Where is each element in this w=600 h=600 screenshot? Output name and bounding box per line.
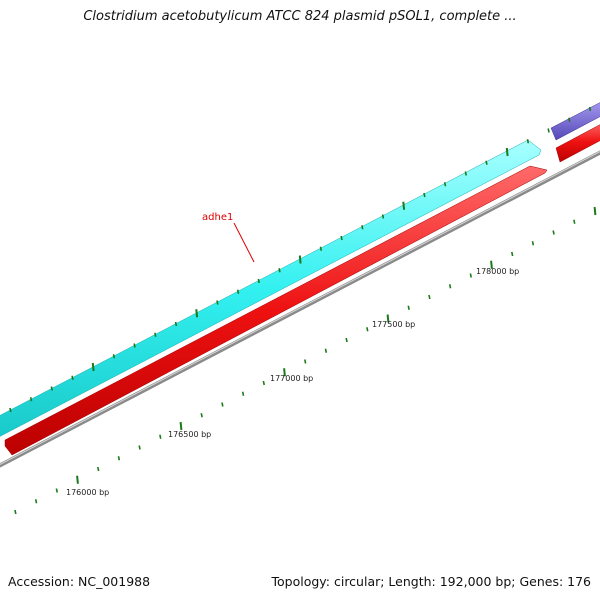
outer-tick-minor [443,182,447,187]
outer-tick-minor [547,128,550,133]
gene-arrow-reverse-adhe1[interactable] [4,165,548,456]
outer-tick-minor [257,278,260,284]
inner-tick-major [179,421,183,431]
outer-tick-minor [485,160,488,165]
inner-tick-minor [138,445,141,450]
inner-tick-minor [34,499,38,504]
outer-tick-minor [361,225,364,230]
reverse-gene-track[interactable] [4,122,600,456]
position-label-176000: 176000 bp [66,488,109,497]
outer-tick-minor [588,106,592,112]
inner-tick-minor [428,294,431,300]
outer-tick-minor [278,268,281,273]
inner-tick-minor [304,359,307,364]
inner-tick-minor [221,402,224,407]
inner-tick-major [386,314,390,323]
outer-tick-major [298,255,302,264]
outer-tick-minor [319,246,323,251]
inner-tick-minor [324,348,328,353]
inner-tick-marks [14,206,597,515]
inner-tick-minor [117,456,121,461]
outer-tick-marks [9,106,592,413]
gene-arrow-forward[interactable] [0,139,542,439]
position-label-176500: 176500 bp [168,430,211,439]
forward-gene-track[interactable] [0,139,542,439]
inner-tick-minor [159,434,162,439]
gene-label-leader [233,222,255,263]
inner-tick-major [593,206,597,216]
gene-arrow-purple[interactable] [550,100,600,141]
inner-tick-minor [511,251,514,257]
inner-tick-major [283,368,286,377]
inner-tick-minor [200,413,203,418]
inner-tick-minor [241,391,245,396]
outer-tick-minor [216,300,219,305]
inner-tick-minor [531,241,535,246]
inner-tick-minor [14,509,17,515]
outer-tick-minor [9,407,12,413]
outer-tick-minor [464,171,467,176]
accession-text: Accession: NC_001988 [8,574,151,589]
position-label-178000: 178000 bp [476,267,519,276]
outer-tick-minor [423,192,426,198]
outer-tick-minor [340,235,343,241]
gene-label-adhe1[interactable]: adhe1 [202,212,233,223]
inner-tick-minor [552,230,555,235]
inner-tick-minor [469,273,472,278]
outer-tick-major [195,309,199,318]
inner-tick-minor [262,380,265,386]
inner-tick-minor [407,305,410,310]
backbone-line [0,150,600,468]
outer-tick-minor [71,375,74,380]
outer-tick-minor [29,397,33,402]
inner-tick-minor [97,466,100,472]
position-label-177500: 177500 bp [372,320,415,329]
gene-arrow-reverse[interactable] [555,122,600,163]
outer-tick-major [402,201,406,210]
outer-tick-minor [174,321,178,327]
outer-tick-minor [381,214,385,219]
outer-tick-minor [568,117,571,122]
outer-tick-minor [50,386,53,391]
inner-tick-major [76,475,79,484]
inner-tick-minor [345,337,348,343]
outer-tick-minor [112,354,116,359]
inner-tick-minor [55,488,58,493]
outer-tick-minor [236,289,240,294]
inner-tick-minor [573,219,576,224]
outer-tick-major [91,362,95,372]
outer-tick-minor [133,343,136,348]
outer-tick-minor [154,332,157,337]
map-title: Clostridium acetobutylicum ATCC 824 plas… [83,9,517,24]
inner-tick-minor [448,284,452,289]
position-label-177000: 177000 bp [270,374,313,383]
outer-tick-minor [526,139,530,144]
map-summary-text: Topology: circular; Length: 192,000 bp; … [271,574,592,589]
outer-tick-major [505,147,509,157]
inner-tick-minor [366,327,369,332]
inner-tick-major [490,260,493,269]
